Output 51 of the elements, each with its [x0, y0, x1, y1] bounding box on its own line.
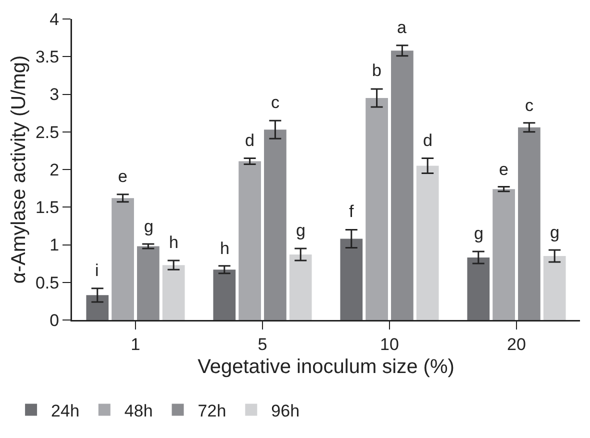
bar	[366, 98, 388, 320]
annotation: g	[474, 224, 484, 243]
annotation: g	[296, 221, 306, 240]
bar	[467, 258, 490, 320]
y-tick-label: 3.5	[35, 48, 60, 67]
x-axis-title: Vegetative inoculum size (%)	[198, 356, 454, 378]
legend-label: 48h	[124, 401, 153, 420]
annotation: d	[245, 131, 254, 150]
x-tick-label: 1	[130, 334, 140, 354]
y-tick-label: 1.5	[35, 198, 60, 218]
y-tick-label: 1	[50, 236, 60, 255]
annotation: b	[372, 61, 382, 80]
x-tick-label: 20	[507, 334, 526, 354]
annotation: h	[220, 239, 230, 258]
legend-label: 72h	[198, 401, 226, 420]
annotation: h	[169, 233, 178, 252]
bar	[391, 50, 414, 320]
annotation: f	[349, 202, 354, 221]
y-axis-title: α-Amylase activity (U/mg)	[8, 55, 30, 284]
y-tick-label: 4	[50, 10, 60, 29]
annotation: a	[397, 18, 407, 37]
annotation: d	[423, 131, 432, 150]
legend-label: 24h	[51, 401, 80, 420]
y-tick-label: 3	[50, 85, 60, 104]
x-tick-label: 10	[380, 334, 399, 354]
bar	[162, 265, 185, 320]
annotation: e	[499, 160, 508, 179]
annotation: c	[525, 96, 534, 115]
bar	[416, 166, 439, 320]
bar	[340, 238, 363, 320]
annotation: i	[95, 261, 99, 280]
bar	[238, 161, 261, 320]
annotation: e	[118, 167, 128, 186]
annotation: c	[271, 93, 280, 112]
y-tick-label: 0	[50, 310, 60, 330]
annotation: g	[550, 223, 560, 242]
bar	[213, 270, 236, 320]
bar	[137, 246, 160, 320]
y-tick-label: 0.5	[35, 273, 60, 292]
bar	[543, 256, 566, 320]
y-tick-label: 2.5	[35, 122, 60, 142]
legend-label: 96h	[271, 401, 300, 420]
bar	[264, 130, 286, 320]
y-tick-label: 2	[50, 160, 60, 180]
bar	[492, 189, 515, 320]
bar	[289, 254, 312, 320]
annotation: g	[144, 217, 154, 236]
bar	[112, 198, 134, 320]
bar	[86, 295, 109, 320]
x-tick-label: 5	[258, 334, 268, 354]
bar	[518, 127, 540, 320]
